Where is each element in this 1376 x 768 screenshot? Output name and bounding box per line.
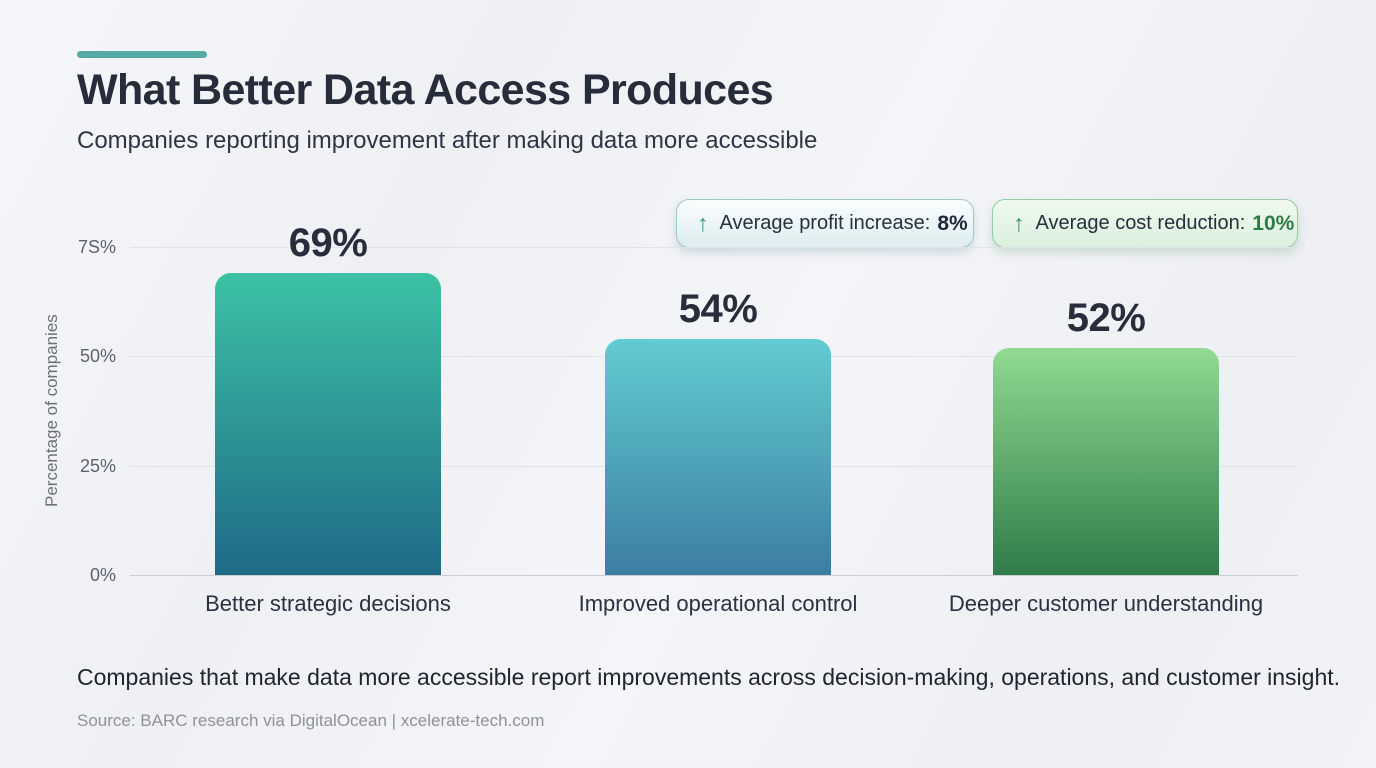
bar-value-label: 52%	[1066, 296, 1146, 340]
y-tick-0: 0%	[89, 565, 116, 585]
cost-badge-label: Average cost reduction:	[1035, 212, 1246, 234]
y-tick-25: 25%	[79, 456, 116, 476]
bar-group-strategic-decisions: 69%	[158, 221, 498, 575]
cost-reduction-badge: ↑ Average cost reduction: 10%	[992, 199, 1298, 248]
source-line: Source: BARC research via DigitalOcean |…	[77, 711, 545, 730]
x-label-customer-understanding: Deeper customer understanding	[948, 591, 1264, 616]
arrow-up-icon: ↑	[1013, 210, 1025, 236]
title-accent-bar	[77, 51, 207, 58]
x-axis-baseline: 0%	[90, 565, 1298, 585]
bar-value-label: 69%	[288, 221, 368, 265]
bar-customer-understanding	[993, 348, 1219, 575]
y-tick-50: 50%	[79, 346, 116, 366]
bar-operational-control	[605, 339, 831, 575]
x-label-operational-control: Improved operational control	[578, 591, 858, 616]
footer-note: Companies that make data more accessible…	[77, 664, 1341, 690]
page-title: What Better Data Access Produces	[77, 66, 774, 114]
bar-value-label: 54%	[678, 287, 758, 331]
bar-group-customer-understanding: 52%	[936, 296, 1276, 575]
x-label-strategic-decisions: Better strategic decisions	[205, 591, 451, 616]
cost-badge-value: 10%	[1252, 211, 1295, 235]
arrow-up-icon: ↑	[697, 210, 709, 236]
profit-badge-value: 8%	[937, 211, 968, 235]
profit-badge-label: Average profit increase:	[719, 212, 931, 234]
page-subtitle: Companies reporting improvement after ma…	[77, 127, 818, 154]
profit-increase-badge: ↑ Average profit increase: 8%	[676, 199, 974, 248]
bar-group-operational-control: 54%	[548, 287, 888, 575]
y-tick-75: 7S%	[77, 237, 116, 257]
bar-chart-plot: Percentage of companies 7S% 50% 25% 0% 6…	[42, 221, 1298, 616]
bar-strategic-decisions	[215, 273, 441, 575]
y-axis-title: Percentage of companies	[42, 314, 61, 508]
gridline-75: 7S%	[78, 237, 1298, 257]
